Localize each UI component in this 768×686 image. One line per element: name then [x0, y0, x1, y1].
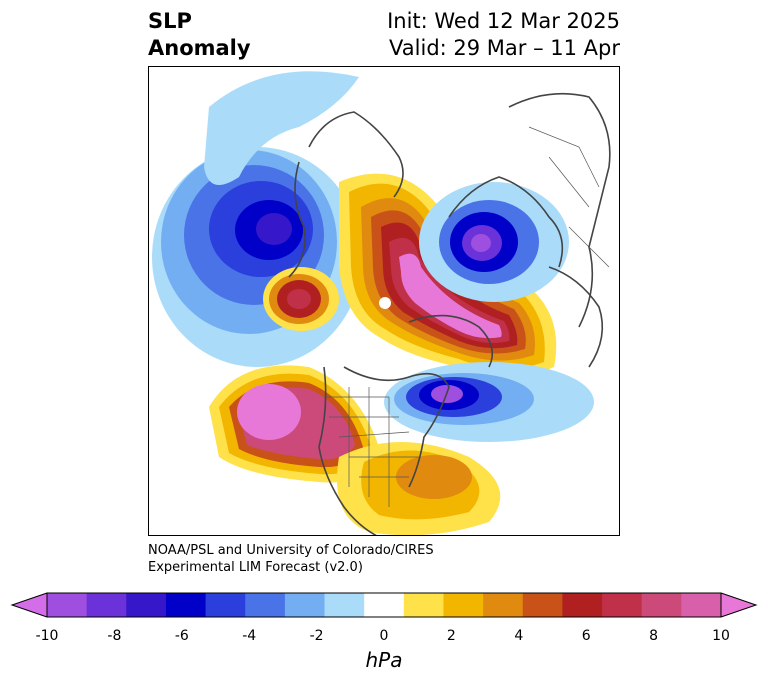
colorbar-tick-label: 2	[446, 628, 456, 644]
colorbar-cell	[641, 593, 682, 617]
colorbar-cell	[86, 593, 127, 617]
anomaly-eastern-high	[337, 442, 501, 535]
colorbar-cell	[47, 593, 88, 617]
colorbar-cell	[483, 593, 524, 617]
colorbar-cell	[126, 593, 167, 617]
colorbar-cell	[443, 593, 484, 617]
title-variable: SLP	[148, 9, 192, 33]
anomaly-alaska-high	[263, 267, 339, 331]
colorbar-frame	[46, 592, 722, 618]
anomaly-scandinavia-low	[419, 182, 569, 302]
colorbar-tick-label: 0	[379, 628, 389, 644]
colorbar-cell	[205, 593, 246, 617]
colorbar-tick-label: -8	[107, 628, 122, 644]
title-type: Anomaly	[148, 36, 251, 60]
map-canvas	[152, 71, 611, 535]
colorbar-cell	[364, 593, 405, 617]
colorbar-tick-label: -2	[309, 628, 324, 644]
colorbar	[10, 592, 758, 618]
colorbar-cell	[284, 593, 326, 617]
credit-line-2: Experimental LIM Forecast (v2.0)	[148, 560, 363, 575]
colorbar-cell	[403, 593, 444, 617]
anomaly-atlantic-low	[384, 362, 594, 442]
colorbar-units: hPa	[365, 648, 403, 672]
coastlines	[288, 92, 611, 535]
anomaly-arctic-weak-low	[204, 71, 359, 185]
init-date: Init: Wed 12 Mar 2025	[387, 9, 620, 33]
borders	[324, 126, 610, 507]
colorbar-tick-label: 4	[514, 628, 524, 644]
colorbar-cell	[245, 593, 286, 617]
colorbar-cell	[324, 593, 365, 617]
anomaly-map	[148, 66, 620, 536]
forecast-dates: Init: Wed 12 Mar 2025 Valid: 29 Mar – 11…	[387, 8, 620, 62]
colorbar-cell	[681, 593, 722, 617]
colorbar-cell	[602, 593, 643, 617]
anomaly-north-pacific-low	[152, 147, 362, 367]
colorbar-tick-label: 8	[649, 628, 659, 644]
credit-line-1: NOAA/PSL and University of Colorado/CIRE…	[148, 543, 434, 558]
chart-title: SLP Anomaly	[148, 8, 251, 62]
colorbar-cell	[522, 593, 563, 617]
colorbar-cell	[165, 593, 207, 617]
credit-text: NOAA/PSL and University of Colorado/CIRE…	[148, 542, 434, 576]
colorbar-tick-label: -10	[35, 628, 59, 644]
colorbar-tick-label: -6	[174, 628, 189, 644]
valid-range: Valid: 29 Mar – 11 Apr	[389, 36, 620, 60]
colorbar-cell	[562, 593, 603, 617]
colorbar-tick-label: 10	[712, 628, 730, 644]
colorbar-tick-label: 6	[581, 628, 591, 644]
colorbar-max-extend	[721, 593, 756, 617]
colorbar-min-extend	[12, 593, 47, 617]
colorbar-tick-label: -4	[242, 628, 257, 644]
